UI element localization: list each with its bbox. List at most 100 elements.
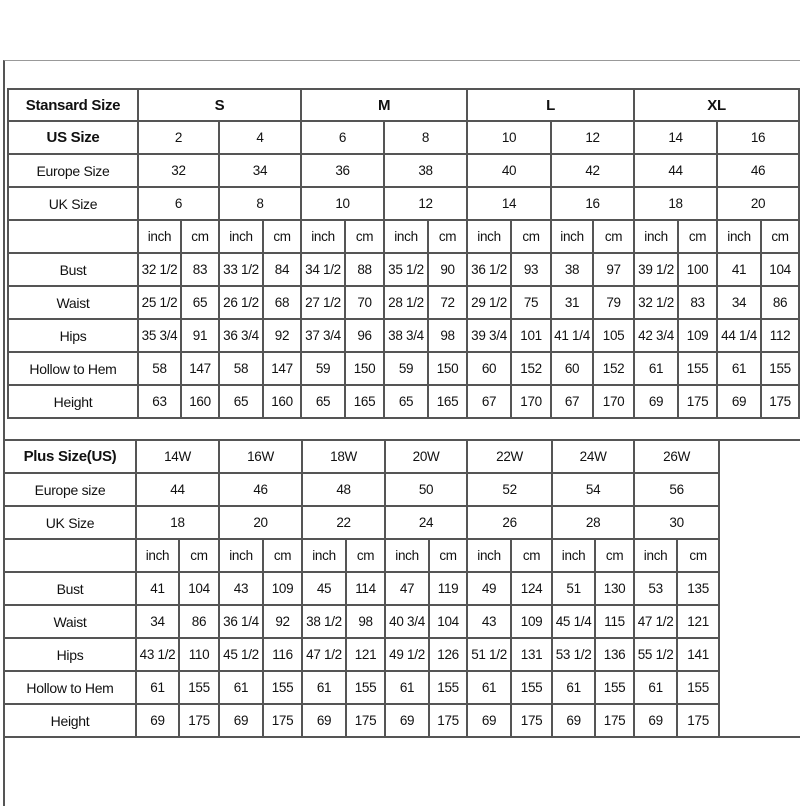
uk-size-value: 24	[384, 505, 469, 540]
measurement-value: 155	[510, 670, 554, 705]
europe-size-value: 38	[383, 153, 469, 188]
measurement-value: 61	[551, 670, 597, 705]
us-size-value: 14	[633, 120, 719, 155]
measurement-value: 69	[218, 703, 265, 738]
uk-size-value: 26	[466, 505, 554, 540]
measurement-value: 47 1/2	[301, 637, 348, 672]
measurement-value: 155	[594, 670, 636, 705]
measurement-value: 35 3/4	[137, 318, 182, 353]
uk-size-value: 6	[137, 186, 220, 221]
unit-inch: inch	[218, 538, 265, 573]
uk-size-value: 14	[466, 186, 553, 221]
measurement-row: Bust 32 1/2 83 33 1/2 84 34 1/2 88 35 1/2 90 36 1…	[7, 252, 800, 287]
measurement-row: Hips 43 1/2 110 45 1/2 116 47 1/2 121 49 1/2 126…	[3, 637, 800, 672]
measurement-value: 124	[510, 571, 554, 606]
measurement-value: 69	[135, 703, 180, 738]
size-group-m: M	[300, 88, 469, 122]
measurement-value: 43	[466, 604, 513, 639]
europe-size-value: 32	[137, 153, 220, 188]
measurement-value: 60	[550, 351, 595, 386]
plus-size-value: 22W	[466, 439, 554, 474]
measurement-value: 147	[261, 351, 303, 386]
measurement-value: 45	[301, 571, 348, 606]
measurement-value: 36 1/2	[466, 252, 513, 287]
measurement-row: Height 63 160 65 160 65 165 65 165 67 170 67 170 69 17…	[7, 384, 800, 419]
europe-size-value: 56	[633, 472, 721, 507]
measurement-value: 32 1/2	[633, 285, 680, 320]
measurement-value: 69	[633, 703, 679, 738]
measurement-value: 170	[592, 384, 636, 419]
measurement-value: 65	[383, 384, 430, 419]
plus-size-value: 14W	[134, 439, 221, 474]
measurement-value: 165	[344, 384, 386, 419]
size-group-row: Stansard Size S M L XL	[7, 88, 800, 122]
standard-size-table: Stansard Size S M L XL US Size 2 4 6 8 10 12 14 16 Eur…	[7, 88, 800, 419]
measurement-value: 92	[261, 318, 303, 353]
measurement-value: 175	[345, 703, 387, 738]
measurement-label: Waist	[7, 285, 139, 320]
measurement-value: 58	[218, 351, 264, 386]
measurement-value: 35 1/2	[383, 252, 430, 287]
measurement-value: 44 1/4	[716, 318, 763, 353]
image-frame	[3, 60, 800, 806]
us-size-row: US Size 2 4 6 8 10 12 14 16	[7, 120, 800, 155]
measurement-value: 141	[676, 637, 721, 672]
measurement-value: 53 1/2	[551, 637, 597, 672]
measurement-value: 51	[551, 571, 597, 606]
europe-size-row: Europe Size 32 34 36 38 40 42 44 46	[7, 153, 800, 188]
unit-inch: inch	[218, 219, 264, 254]
measurement-value: 109	[510, 604, 554, 639]
measurement-value: 67	[550, 384, 595, 419]
us-size-value: 8	[383, 120, 469, 155]
measurement-value: 150	[427, 351, 469, 386]
europe-size-value: 52	[466, 472, 554, 507]
measurement-value: 69	[551, 703, 597, 738]
measurement-value: 51 1/2	[466, 637, 513, 672]
us-size-value: 6	[300, 120, 386, 155]
measurement-value: 83	[180, 252, 220, 287]
blank-area	[718, 506, 800, 539]
measurement-value: 83	[677, 285, 719, 320]
measurement-value: 175	[676, 703, 721, 738]
measurement-label: Hollow to Hem	[3, 670, 137, 705]
measurement-value: 112	[760, 318, 800, 353]
measurement-value: 40 3/4	[384, 604, 431, 639]
measurement-label: Waist	[3, 604, 137, 639]
plus-size-table: Plus Size(US) 14W 16W 18W 20W 22W 24W 26W Europe…	[3, 439, 800, 738]
measurement-label: Hollow to Hem	[7, 351, 139, 386]
unit-cm: cm	[344, 219, 386, 254]
size-group-l: L	[466, 88, 636, 122]
measurement-value: 27 1/2	[300, 285, 347, 320]
measurement-value: 155	[262, 670, 304, 705]
unit-inch: inch	[466, 538, 513, 573]
blank-area	[718, 539, 800, 572]
empty-cell	[3, 538, 137, 573]
measurement-value: 155	[760, 351, 800, 386]
measurement-value: 59	[300, 351, 347, 386]
measurement-value: 86	[760, 285, 800, 320]
measurement-label: Height	[3, 703, 137, 738]
measurement-value: 155	[677, 351, 719, 386]
europe-size-value: 44	[633, 153, 719, 188]
measurement-value: 135	[676, 571, 721, 606]
measurement-label: Hips	[7, 318, 139, 353]
measurement-value: 69	[466, 703, 513, 738]
measurement-value: 29 1/2	[466, 285, 513, 320]
unit-inch: inch	[550, 219, 595, 254]
uk-size-value: 12	[383, 186, 469, 221]
unit-cm: cm	[760, 219, 800, 254]
measurement-value: 47 1/2	[633, 604, 679, 639]
measurement-value: 114	[345, 571, 387, 606]
blank-area	[718, 638, 800, 671]
unit-inch: inch	[633, 219, 680, 254]
plus-size-value: 26W	[633, 439, 721, 474]
blank-area	[718, 473, 800, 506]
measurement-value: 152	[510, 351, 553, 386]
uk-size-value: 20	[218, 505, 304, 540]
measurement-value: 92	[262, 604, 304, 639]
measurement-value: 34	[135, 604, 180, 639]
measurement-value: 115	[594, 604, 636, 639]
measurement-value: 175	[594, 703, 636, 738]
measurement-value: 175	[262, 703, 304, 738]
unit-cm: cm	[510, 219, 553, 254]
